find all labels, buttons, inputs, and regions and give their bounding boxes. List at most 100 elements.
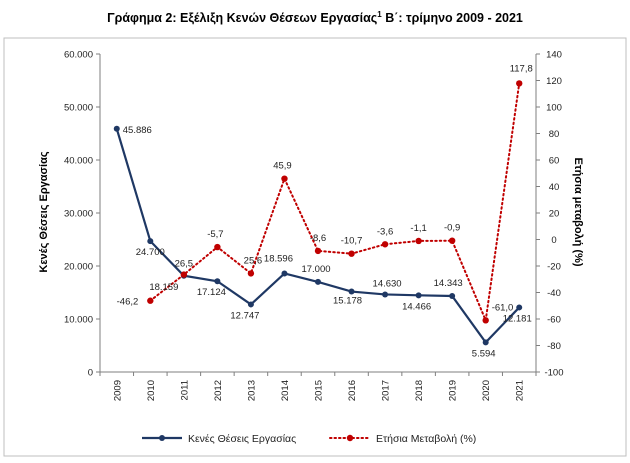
series-vacancies-point xyxy=(516,304,523,311)
vacancies-data-label: 18.596 xyxy=(264,253,293,264)
legend: Κενές Θέσεις Εργασίας Ετήσια Μεταβολή (%) xyxy=(142,433,476,445)
y-axis-title: Κενές Θέσεις Εργασίας xyxy=(38,151,50,272)
vacancies-data-label: 45.886 xyxy=(123,125,152,136)
vacancies-data-label: 14.343 xyxy=(434,278,463,289)
data-labels: 45.886 24.700 18.159 17.124 12.747 18.596 17.0… xyxy=(117,63,533,359)
x-tick-label: 2013 xyxy=(246,380,257,401)
y-tick-label: 10.000 xyxy=(64,315,93,326)
y2-tick-label: 120 xyxy=(546,76,562,87)
vacancies-data-label: 15.178 xyxy=(333,296,362,307)
series-vacancies-point xyxy=(482,339,489,346)
series-vacancies-point xyxy=(315,278,321,285)
y2-tick-label: 80 xyxy=(549,129,560,140)
x-tick-label: 2019 xyxy=(448,380,459,401)
annual-change-data-label: 117,8 xyxy=(510,63,533,74)
annual-change-data-label: -0,9 xyxy=(444,223,460,234)
x-tick-label: 2018 xyxy=(414,380,425,401)
annual-change-data-label: 26,5 xyxy=(175,259,194,270)
series-vacancies-point xyxy=(449,292,456,299)
vacancies-data-label: 12.181 xyxy=(503,313,532,324)
y2-tick-label: 0 xyxy=(551,235,556,246)
legend-annual-change-marker xyxy=(346,434,354,442)
series-vacancies-point xyxy=(382,291,389,298)
chart-border xyxy=(3,37,627,457)
x-tick-label: 2011 xyxy=(179,380,190,400)
y2-tick-label: -40 xyxy=(547,288,561,299)
series-vacancies-point xyxy=(247,301,254,308)
x-tick-label: 2020 xyxy=(481,380,492,401)
vacancies-data-label: 17.124 xyxy=(197,287,226,298)
series-vacancies-point xyxy=(147,238,154,245)
vacancies-data-label: 5.594 xyxy=(472,348,496,359)
legend-annual-change-label: Ετήσια Μεταβολή (%) xyxy=(376,433,476,445)
legend-vacancies-label: Κενές Θέσεις Εργασίας xyxy=(188,433,296,445)
vacancies-data-label: 18.159 xyxy=(149,282,178,293)
series-annual-change-point xyxy=(381,241,389,248)
y-tick-label: 40.000 xyxy=(64,156,93,167)
x-tick-label: 2017 xyxy=(381,380,392,401)
y-tick-label: 50.000 xyxy=(64,103,93,114)
y-tick-label: 0 xyxy=(88,368,93,379)
series-vacancies-point xyxy=(214,278,221,285)
y2-tick-label: 140 xyxy=(546,50,562,61)
axes xyxy=(96,53,540,376)
annual-change-data-label: -8,6 xyxy=(310,233,326,244)
chart-title-text: Γράφημα 2: Εξέλιξη Κενών Θέσεων Εργασίας xyxy=(107,11,378,26)
chart-title-suffix: Β΄: τρίμηνο 2009 - 2021 xyxy=(381,11,523,26)
annual-change-data-label: -61,0 xyxy=(492,302,514,313)
series-annual-change-point xyxy=(482,317,489,324)
series-annual-change-line xyxy=(149,82,521,325)
y-tick-label: 30.000 xyxy=(64,209,93,220)
series-annual-change-point xyxy=(314,247,322,255)
series-vacancies-point xyxy=(113,125,120,132)
chart-title: Γράφημα 2: Εξέλιξη Κενών Θέσεων Εργασίας… xyxy=(0,10,630,25)
series-vacancies-point xyxy=(415,292,422,299)
series-group xyxy=(113,80,523,346)
series-annual-change-point xyxy=(214,243,221,251)
series-annual-change-point xyxy=(247,270,255,277)
series-annual-change-point xyxy=(516,80,523,87)
series-annual-change-point xyxy=(147,297,154,304)
legend-vacancies-marker xyxy=(159,435,165,441)
vacancies-data-label: 12.747 xyxy=(230,310,259,321)
chart-title-superscript: 1 xyxy=(377,10,382,19)
series-vacancies-point xyxy=(348,288,355,295)
x-tick-label: 2016 xyxy=(347,380,358,401)
series-annual-change-point xyxy=(180,271,188,278)
x-tick-label: 2012 xyxy=(213,380,224,401)
x-tick-label: 2010 xyxy=(146,380,157,401)
y2-tick-label: 20 xyxy=(549,209,560,220)
vacancies-data-label: 17.000 xyxy=(301,264,330,275)
series-annual-change-point xyxy=(281,175,288,182)
annual-change-data-label: -1,1 xyxy=(410,223,426,234)
annual-change-data-label: 45,9 xyxy=(273,161,292,172)
annual-change-data-label: -46,2 xyxy=(117,297,139,308)
tick-labels: 0 10.000 20.000 30.000 40.000 50.000 60.000 -10… xyxy=(64,50,564,402)
y-tick-label: 60.000 xyxy=(64,50,93,61)
x-tick-label: 2015 xyxy=(314,380,325,401)
y2-tick-label: -20 xyxy=(547,262,561,273)
vacancies-data-label: 24.700 xyxy=(136,247,165,258)
y2-tick-label: -100 xyxy=(544,368,563,379)
y2-tick-label: -80 xyxy=(547,341,561,352)
vacancies-data-label: 14.466 xyxy=(402,301,431,312)
series-annual-change-point xyxy=(415,237,422,245)
y2-tick-label: -60 xyxy=(547,315,561,326)
annual-change-data-label: -10,7 xyxy=(341,236,363,247)
series-annual-change-point xyxy=(448,237,456,244)
y2-tick-label: 40 xyxy=(549,182,560,193)
annual-change-data-label: -5,7 xyxy=(207,229,223,240)
y2-axis-title: Ετήσια μεταβολή (%) xyxy=(572,157,584,266)
series-annual-change-point xyxy=(348,250,355,257)
y2-tick-label: 60 xyxy=(549,156,560,167)
annual-change-data-label: -3,6 xyxy=(377,226,393,237)
series-vacancies-point xyxy=(281,270,288,277)
x-tick-label: 2021 xyxy=(515,380,526,401)
y-tick-label: 20.000 xyxy=(64,262,93,273)
y2-tick-label: 100 xyxy=(546,103,562,114)
x-tick-label: 2014 xyxy=(280,380,291,401)
x-tick-label: 2009 xyxy=(112,380,123,401)
annual-change-data-label: 25,6 xyxy=(244,255,263,266)
vacancies-data-label: 14.630 xyxy=(373,278,402,289)
